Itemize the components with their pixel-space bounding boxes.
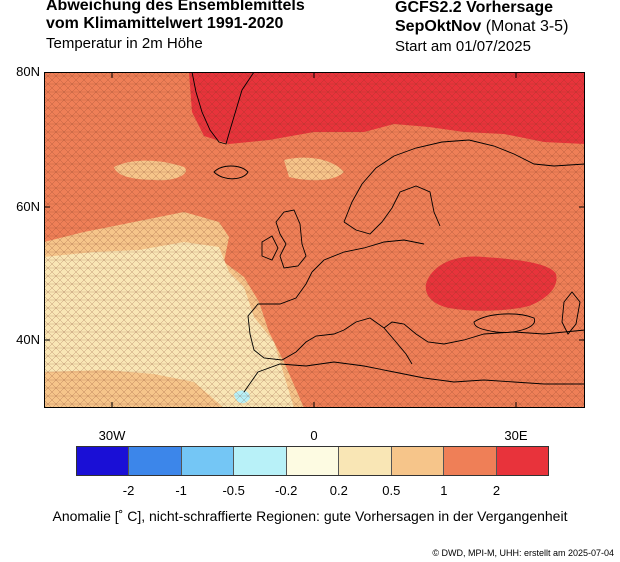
- map-variable-title: Temperatur in 2m Höhe: [46, 35, 203, 52]
- colorbar: [76, 446, 549, 476]
- anomaly-map: [44, 72, 585, 408]
- colorbar-bin-4: [286, 447, 340, 475]
- map-title-line2: vom Klimamittelwert 1991-2020: [46, 15, 284, 32]
- map-frame: [44, 72, 585, 408]
- colorbar-tick-label: 2: [492, 483, 501, 498]
- colorbar-bin-1: [129, 447, 182, 475]
- lon-label-30w: 30W: [98, 428, 126, 443]
- colorbar-tick-label: 0.5: [382, 483, 401, 498]
- hatching-overlay: [44, 72, 585, 408]
- colorbar-bin-3: [234, 447, 287, 475]
- lat-label-40n: 40N: [16, 332, 40, 347]
- colorbar-bin-6: [391, 447, 445, 475]
- colorbar-bin-0: [77, 447, 130, 475]
- colorbar-bin-2: [181, 447, 235, 475]
- colorbar-tick-label: -0.5: [222, 483, 245, 498]
- season-months: (Monat 3-5): [481, 18, 569, 35]
- lon-label-0: 0: [310, 428, 318, 443]
- coastlines: [191, 72, 585, 393]
- colorbar-tick-label: 0.2: [329, 483, 348, 498]
- colorbar-tick-label: -2: [122, 483, 135, 498]
- map-title-line1: Abweichung des Ensemblemittels: [46, 0, 305, 14]
- credit-line: © DWD, MPI-M, UHH: erstellt am 2025-07-0…: [432, 548, 614, 558]
- colorbar-tick-label: 1: [440, 483, 448, 498]
- colorbar-bin-8: [496, 447, 548, 475]
- colorbar-tick-label: -0.2: [275, 483, 298, 498]
- legend-caption: Anomalie [˚ C], nicht-schraffierte Regio…: [52, 508, 568, 524]
- season-name: SepOktNov: [395, 18, 482, 35]
- colorbar-tick-label: -1: [175, 483, 187, 498]
- season-label: SepOktNov (Monat 3-5): [395, 18, 568, 36]
- start-date-label: Start am 01/07/2025: [395, 38, 531, 55]
- colorbar-bin-7: [444, 447, 497, 475]
- model-label: GCFS2.2 Vorhersage: [395, 0, 553, 16]
- lat-label-60n: 60N: [16, 199, 40, 214]
- colorbar-bin-5: [339, 447, 392, 475]
- lat-label-80n: 80N: [16, 64, 40, 79]
- lon-label-30e: 30E: [504, 428, 528, 443]
